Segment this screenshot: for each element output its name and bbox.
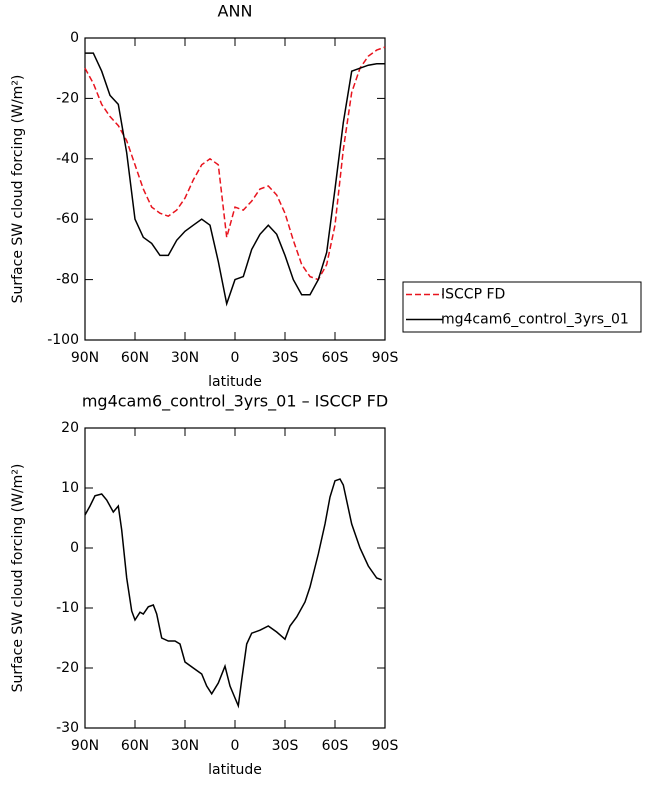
y-tick-label: -20 bbox=[56, 660, 79, 676]
x-tick-label: 30N bbox=[171, 350, 199, 366]
y-axis-label: Surface SW cloud forcing (W/m²) bbox=[10, 464, 26, 693]
chart-title: ANN bbox=[218, 2, 253, 21]
x-tick-label: 30S bbox=[272, 738, 299, 754]
chart-title: mg4cam6_control_3yrs_01 – ISCCP FD bbox=[82, 392, 388, 412]
legend-label: ISCCP FD bbox=[441, 287, 505, 303]
x-tick-label: 30S bbox=[272, 350, 299, 366]
x-tick-label: 60S bbox=[322, 738, 349, 754]
legend-box bbox=[402, 281, 642, 333]
y-tick-label: -40 bbox=[56, 151, 79, 167]
y-tick-label: -10 bbox=[56, 600, 79, 616]
legend-label: mg4cam6_control_3yrs_01 bbox=[441, 312, 629, 328]
series-line bbox=[84, 478, 382, 709]
y-tick-label: -80 bbox=[56, 272, 79, 288]
y-tick-label: 10 bbox=[61, 480, 79, 496]
x-tick-label: 60S bbox=[322, 350, 349, 366]
y-axis-label: Surface SW cloud forcing (W/m²) bbox=[10, 75, 26, 304]
plot-frame bbox=[84, 37, 386, 341]
x-axis-label: latitude bbox=[208, 762, 262, 778]
x-tick-label: 90N bbox=[71, 350, 99, 366]
series-line bbox=[84, 46, 386, 281]
x-tick-label: 90S bbox=[372, 350, 399, 366]
y-tick-label: -60 bbox=[56, 211, 79, 227]
y-tick-label: -30 bbox=[56, 720, 79, 736]
x-tick-label: 0 bbox=[231, 738, 240, 754]
y-tick-label: 0 bbox=[70, 30, 79, 46]
x-tick-label: 90N bbox=[71, 738, 99, 754]
x-tick-label: 60N bbox=[121, 350, 149, 366]
y-tick-label: -20 bbox=[56, 90, 79, 106]
y-tick-label: 20 bbox=[61, 420, 79, 436]
y-tick-label: 0 bbox=[70, 540, 79, 556]
x-tick-label: 90S bbox=[372, 738, 399, 754]
x-axis-label: latitude bbox=[208, 374, 262, 390]
x-tick-label: 60N bbox=[121, 738, 149, 754]
series-line bbox=[85, 52, 385, 307]
x-tick-label: 30N bbox=[171, 738, 199, 754]
y-tick-label: -100 bbox=[47, 332, 79, 348]
x-tick-label: 0 bbox=[231, 350, 240, 366]
plot-frame bbox=[84, 427, 386, 729]
